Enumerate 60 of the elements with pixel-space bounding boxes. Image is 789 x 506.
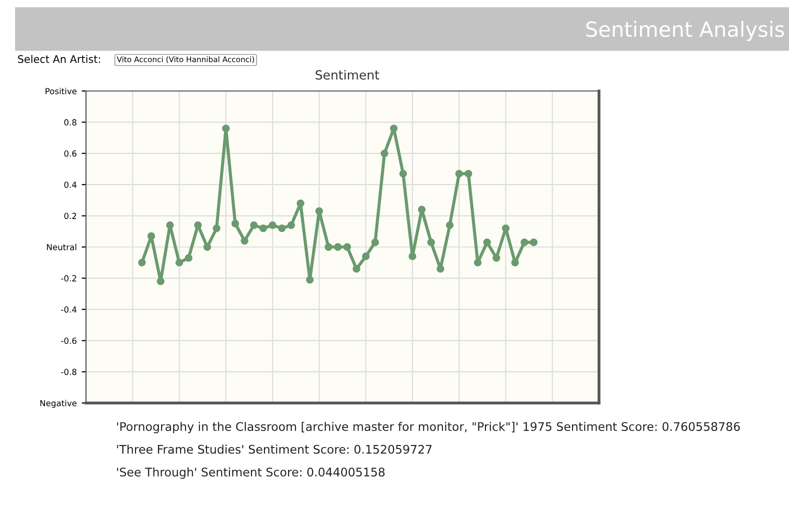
- point: [222, 124, 230, 132]
- point: [231, 220, 240, 228]
- point: [250, 221, 258, 229]
- point: [418, 206, 426, 214]
- point: [296, 200, 304, 208]
- point: [502, 224, 510, 232]
- y-tick-label: -0.6: [61, 338, 76, 344]
- point: [156, 278, 164, 286]
- point: [380, 150, 388, 158]
- point: [306, 276, 314, 284]
- point: [175, 258, 184, 266]
- y-tick-label: Negative: [40, 400, 77, 408]
- text: 'See Through' Sentiment Score: 0.044005158: [117, 467, 385, 479]
- point: [362, 252, 370, 260]
- point: [492, 254, 500, 262]
- point: [474, 258, 482, 266]
- point: [427, 238, 435, 246]
- y-tick-label: Neutral: [47, 244, 76, 250]
- point: [147, 232, 156, 240]
- point: [371, 238, 379, 246]
- point: [343, 243, 351, 251]
- text: Select An Artist:: [18, 54, 100, 64]
- point: [259, 224, 268, 232]
- y-tick-label: -0.8: [61, 368, 76, 376]
- y-tick-label: -0.4: [61, 306, 77, 313]
- point: [287, 221, 296, 229]
- point: [212, 224, 220, 232]
- y-tick-label: Positive: [46, 88, 77, 94]
- y-tick-label: 0.8: [64, 119, 76, 126]
- point: [138, 258, 146, 266]
- y-tick-label: -0.2: [61, 275, 76, 282]
- point: [184, 254, 192, 262]
- y-tick-label: 0.6: [64, 150, 76, 157]
- text: Sentiment Analysis: [586, 20, 784, 42]
- point: [483, 238, 491, 246]
- point: [334, 243, 342, 251]
- point: [455, 170, 463, 178]
- point: [315, 207, 323, 215]
- text: 'Three Frame Studies' Sentiment Score: 0.152059727: [117, 444, 432, 454]
- point: [352, 265, 360, 273]
- y-tick-label: 0.2: [64, 212, 76, 220]
- point: [390, 124, 398, 132]
- point: [520, 238, 528, 246]
- point: [464, 170, 472, 178]
- point: [408, 252, 416, 260]
- point: [268, 221, 276, 229]
- text: 'Pornography in the Classroom [archive master for monitor, "Prick"]' 1975 Sentiment Score: 0.760558786: [117, 422, 740, 434]
- chart-subtitle: Sentiment: [316, 70, 380, 80]
- point: [436, 265, 444, 273]
- point: [446, 221, 454, 229]
- point: [194, 221, 202, 229]
- point: [278, 224, 286, 232]
- y-tick-label: 0.4: [64, 182, 77, 188]
- point: [240, 236, 248, 245]
- point: [399, 170, 407, 178]
- point: [324, 243, 332, 251]
- point: [530, 238, 538, 246]
- point: [203, 243, 212, 251]
- point: [166, 221, 174, 229]
- point: [511, 258, 519, 266]
